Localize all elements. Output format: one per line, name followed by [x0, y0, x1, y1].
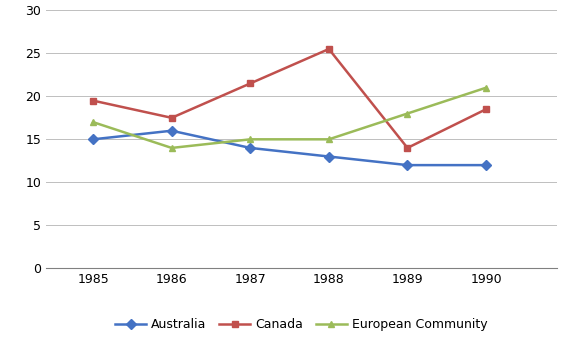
Line: European Community: European Community — [90, 84, 490, 151]
Canada — [90, 98, 96, 103]
Line: Australia: Australia — [90, 127, 490, 169]
Australia — [247, 146, 254, 150]
Canada — [404, 146, 411, 150]
Canada — [483, 107, 490, 111]
Canada — [247, 82, 254, 86]
European Community — [404, 111, 411, 116]
European Community — [168, 146, 175, 150]
European Community — [247, 137, 254, 141]
Australia — [168, 129, 175, 133]
Legend: Australia, Canada, European Community: Australia, Canada, European Community — [110, 313, 492, 336]
Canada — [325, 47, 332, 51]
Australia — [325, 154, 332, 159]
Australia — [404, 163, 411, 167]
Line: Canada: Canada — [90, 45, 490, 151]
Australia — [483, 163, 490, 167]
European Community — [483, 86, 490, 90]
European Community — [90, 120, 96, 124]
Australia — [90, 137, 96, 141]
Canada — [168, 116, 175, 120]
European Community — [325, 137, 332, 141]
